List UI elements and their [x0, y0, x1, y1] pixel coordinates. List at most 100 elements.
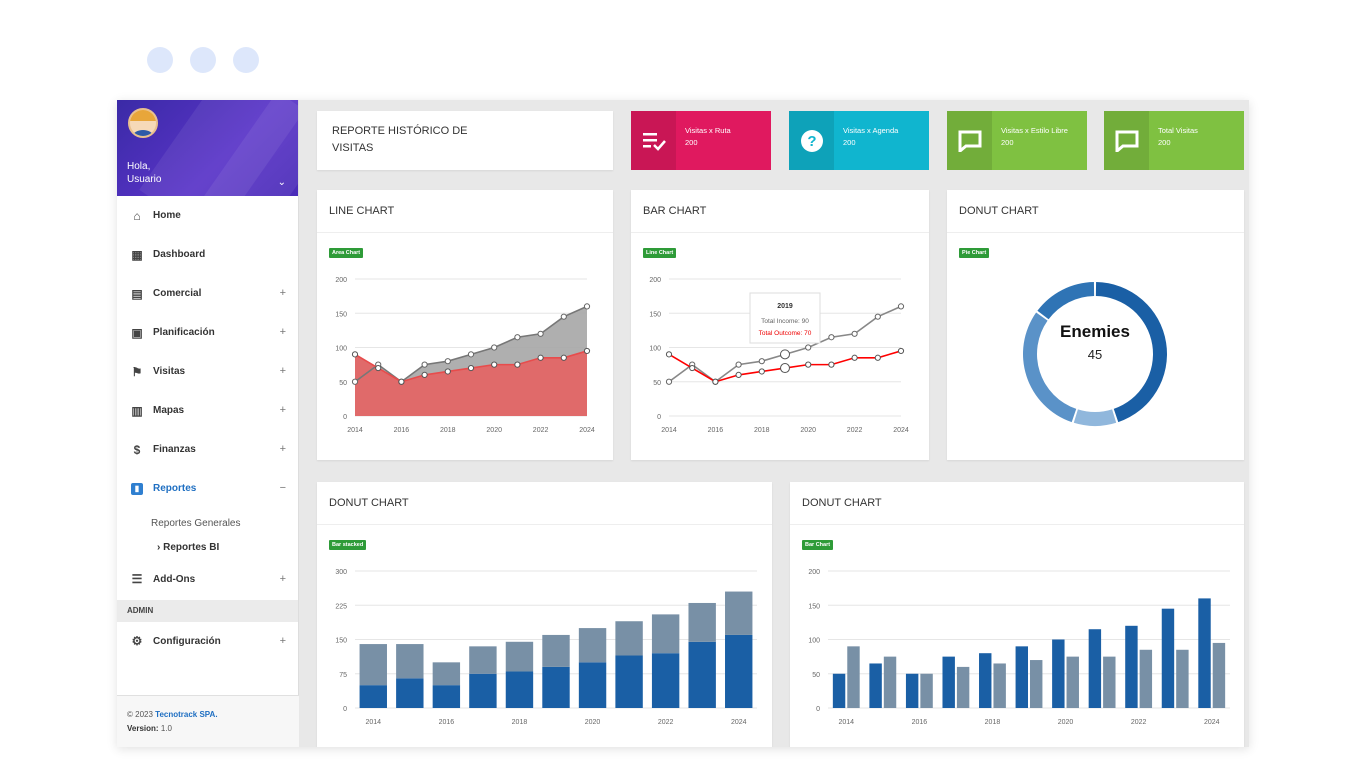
minus-icon: −	[279, 482, 286, 494]
bar	[956, 666, 970, 708]
y-tick-label: 50	[653, 380, 661, 387]
series-area	[355, 350, 587, 416]
sidebar-item-visitas[interactable]: ⚑ Visitas +	[117, 352, 298, 391]
sidebar-item-label: Add-Ons	[153, 573, 196, 585]
bar	[993, 663, 1006, 708]
data-point	[375, 364, 382, 372]
sidebar-item-label: Mapas	[153, 405, 185, 416]
subitem-label: Reportes BI	[163, 542, 220, 553]
sidebar-item-comercial[interactable]: ▤ Comercial +	[117, 274, 298, 313]
panel-title: BAR CHART	[643, 205, 707, 217]
chevron-down-icon[interactable]: ⌄	[277, 177, 286, 188]
page-title-line2: VISITAS	[332, 142, 374, 154]
sidebar-item-configuracion[interactable]: ⚙ Configuración +	[117, 622, 298, 660]
data-point	[874, 354, 881, 361]
sidebar-item-dashboard[interactable]: ▦ Dashboard	[117, 235, 298, 274]
plus-icon: +	[279, 326, 286, 338]
company-link[interactable]: Tecnotrack SPA.	[155, 710, 218, 719]
x-tick-label: 2018	[985, 719, 1001, 726]
x-tick-label: 2024	[731, 719, 747, 726]
x-tick-label: 2024	[1204, 719, 1220, 726]
bar	[1052, 639, 1065, 708]
sidebar: Hola, Usuario ⌄ ⌂ Home ▦ Dashboard ▤ Comercia…	[117, 100, 299, 747]
x-tick-label: 2016	[912, 719, 928, 726]
y-tick-label: 0	[816, 706, 820, 713]
window-dot[interactable]	[233, 47, 259, 73]
stacked-bar-chart[interactable]: 0 75 150 225 300 2014 2016 2018 2020 2022 2024	[317, 482, 772, 747]
window-dot[interactable]	[190, 47, 216, 73]
x-tick-label: 2020	[585, 719, 601, 726]
y-tick-label: 0	[657, 414, 661, 421]
y-tick-label: 100	[335, 346, 347, 353]
bar	[1198, 598, 1211, 708]
area-chart[interactable]: 0 50 100 150 200 2014 2016 2018 2020 2022 2024	[317, 190, 613, 460]
data-point	[665, 378, 673, 385]
stat-total-visitas[interactable]: Total Visitas 200	[1104, 111, 1244, 170]
data-point	[467, 364, 475, 372]
bar	[883, 656, 897, 708]
sidebar-subitem-reportes-bi[interactable]: › Reportes BI	[117, 536, 298, 560]
plus-icon: +	[279, 635, 286, 647]
user-name: Usuario	[127, 174, 162, 185]
pie-slice	[1095, 282, 1167, 423]
data-point	[874, 313, 881, 320]
y-tick-label: 200	[649, 277, 661, 284]
sidebar-item-reportes[interactable]: ▮ Reportes −	[117, 469, 298, 508]
sidebar-item-label: Comercial	[153, 288, 202, 299]
sidebar-item-mapas[interactable]: ▥ Mapas +	[117, 391, 298, 430]
chat-icon	[947, 111, 992, 170]
sidebar-item-planificacin[interactable]: ▣ Planificación +	[117, 313, 298, 352]
stat-visitas-agenda[interactable]: ? Visitas x Agenda 200	[789, 111, 929, 170]
user-panel[interactable]: Hola, Usuario ⌄	[117, 100, 298, 196]
x-tick-label: 2022	[1131, 719, 1147, 726]
data-point	[805, 361, 812, 368]
bar	[542, 666, 570, 708]
grouped-bar-chart[interactable]: 0 50 100 150 200 2014 2016 2018 2020 2022 2024	[790, 482, 1244, 747]
bar	[578, 628, 607, 663]
dollar-icon: $	[133, 442, 141, 457]
chart-type-badge: Line Chart	[643, 248, 677, 258]
calendar-icon: ▣	[131, 325, 143, 340]
data-point	[851, 330, 858, 337]
sidebar-item-addons[interactable]: ☰ Add-Ons +	[117, 560, 298, 598]
sidebar-item-label: Dashboard	[153, 249, 206, 260]
panel-bar-chart: BAR CHART Line Chart 0 50 100 150 200 2014 201…	[631, 190, 929, 460]
x-tick-label: 2020	[486, 427, 502, 434]
data-point	[560, 354, 567, 361]
bar	[1103, 656, 1116, 708]
bar	[469, 673, 497, 708]
sidebar-item-label: Home	[153, 210, 181, 221]
bar	[651, 614, 680, 654]
y-tick-label: 150	[335, 311, 347, 318]
bar	[505, 641, 534, 672]
y-tick-label: 0	[343, 706, 347, 713]
plus-icon: +	[279, 287, 286, 299]
donut-chart[interactable]: Enemies 45	[947, 190, 1244, 460]
svg-text:?: ?	[807, 133, 816, 150]
x-tick-label: 2018	[512, 719, 528, 726]
bar	[688, 641, 716, 708]
bar	[359, 685, 387, 708]
x-tick-label: 2018	[440, 427, 456, 434]
gear-icon: ⚙	[131, 634, 143, 648]
data-point	[712, 378, 719, 385]
window-dot[interactable]	[147, 47, 173, 73]
sidebar-subitem-reportes-generales[interactable]: Reportes Generales	[151, 518, 241, 529]
hover-point	[780, 349, 790, 360]
panel-grouped-bar-chart: DONUT CHART Bar Chart 0 50 100 150 200 2014 20…	[790, 482, 1244, 747]
chart-type-badge: Pie Chart	[959, 248, 990, 258]
map-icon: ▥	[131, 403, 143, 418]
sidebar-menu: ⌂ Home ▦ Dashboard ▤ Comercial + ▣ Planificación…	[117, 196, 298, 508]
sidebar-item-finanzas[interactable]: $ Finanzas +	[117, 430, 298, 469]
bar	[847, 646, 860, 708]
x-tick-label: 2014	[347, 427, 363, 434]
y-tick-label: 150	[649, 311, 661, 318]
stat-visitas-ruta[interactable]: Visitas x Ruta 200	[631, 111, 771, 170]
sidebar-item-label: Reportes	[153, 483, 197, 494]
avatar[interactable]	[128, 108, 158, 138]
data-point	[537, 354, 544, 361]
stat-visitas-estilo-libre[interactable]: Visitas x Estilo Libre 200	[947, 111, 1087, 170]
sidebar-item-home[interactable]: ⌂ Home	[117, 196, 298, 235]
line-chart[interactable]: 0 50 100 150 200 2014 2016 2018 2020 2022 2024 2019…	[631, 190, 929, 460]
bar	[942, 656, 955, 708]
